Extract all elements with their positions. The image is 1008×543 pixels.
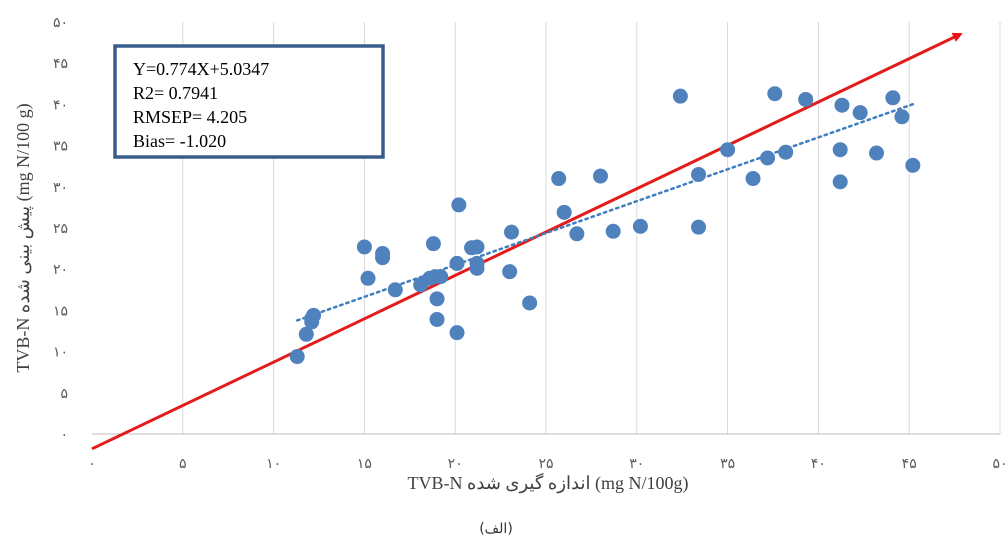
data-point (798, 91, 814, 107)
data-point (691, 219, 707, 235)
stats-box-frame (113, 44, 385, 159)
y-tick-label: ۰ (60, 427, 68, 443)
x-tick-label: ۴۰ (811, 456, 826, 472)
reference-line (91, 32, 963, 451)
y-tick-label: ۱۵ (53, 303, 68, 319)
y-tick-label: ۴۰ (53, 97, 68, 113)
trendline-group (295, 102, 916, 322)
data-point (672, 88, 688, 104)
x-tick-label: ۳۵ (720, 456, 735, 472)
y-tick-label: ۲۰ (53, 262, 68, 278)
data-point (433, 269, 449, 285)
stats-equation: Y=0.774X+5.0347 (133, 59, 269, 79)
data-point (852, 105, 868, 121)
data-point (767, 86, 783, 102)
data-point (885, 90, 901, 106)
data-point (569, 226, 585, 242)
data-point (592, 168, 608, 184)
data-point (894, 109, 910, 125)
data-point (832, 142, 848, 158)
data-point (905, 157, 921, 173)
data-point (605, 223, 621, 239)
data-point (469, 260, 485, 276)
data-point (298, 326, 314, 342)
data-point (745, 171, 761, 187)
data-point (503, 224, 519, 240)
data-point (375, 246, 391, 262)
y-tick-label: ۵۰ (53, 15, 68, 31)
data-points (289, 86, 921, 365)
reference-line-group (91, 32, 963, 451)
y-tick-label: ۳۵ (53, 139, 68, 155)
data-point (502, 264, 518, 280)
data-point (760, 150, 776, 166)
stats-box: Y=0.774X+5.0347 R2= 0.7941 RMSEP= 4.205 … (113, 44, 385, 159)
y-axis-title: TVB-N پیش بینی شده (mg N/100 g) (13, 103, 34, 372)
x-tick-label: ۱۵ (357, 456, 372, 472)
x-tick-label: ۳۰ (629, 456, 644, 472)
data-point (387, 282, 403, 298)
figure-caption: (الف) (479, 521, 513, 537)
tick-labels: ۰ ۵ ۱۰ ۱۵ ۲۰ ۲۵ ۳۰ ۳۵ ۴۰ ۴۵ ۵۰ ۰ ۵ ۱۰ ۱۵ ۲۰ ۲۵ ۳۰ ۳۵ ۴۰ ۴۵ ۵۰ (53, 15, 1008, 472)
data-point (289, 349, 305, 365)
x-tick-label: ۲۰ (448, 456, 463, 472)
data-point (356, 239, 372, 255)
stats-bias: Bias= -1.020 (133, 131, 226, 151)
data-point (429, 291, 445, 307)
x-tick-label: ۵۰ (992, 456, 1007, 472)
data-point (832, 174, 848, 190)
data-point (834, 97, 850, 113)
x-tick-label: ۰ (88, 456, 96, 472)
stats-rmsep: RMSEP= 4.205 (133, 107, 247, 127)
y-tick-label: ۵ (60, 386, 68, 402)
data-point (449, 255, 465, 271)
y-tick-label: ۱۰ (53, 345, 68, 361)
x-tick-label: ۱۰ (266, 456, 281, 472)
data-point (522, 295, 538, 311)
data-point (451, 197, 467, 213)
data-point (778, 144, 794, 160)
y-tick-label: ۲۵ (53, 221, 68, 237)
data-point (469, 239, 485, 255)
data-point (632, 218, 648, 234)
x-tick-label: ۴۵ (902, 456, 917, 472)
data-point (360, 270, 376, 286)
data-point (425, 236, 441, 252)
x-tick-label: ۵ (179, 456, 187, 472)
data-point (869, 145, 885, 161)
data-point (720, 142, 736, 158)
data-point (449, 325, 465, 341)
x-tick-label: ۲۵ (538, 456, 553, 472)
x-axis-title: TVB-N اندازه گیری شده (mg N/100g) (407, 472, 688, 494)
y-tick-label: ۴۵ (53, 56, 68, 72)
y-tick-label: ۳۰ (53, 180, 68, 196)
trendline (295, 102, 916, 322)
stats-r2: R2= 0.7941 (133, 83, 218, 103)
data-point (556, 204, 572, 220)
data-point (691, 166, 707, 182)
data-point (429, 311, 445, 327)
data-point (306, 307, 322, 323)
data-point (551, 171, 567, 187)
